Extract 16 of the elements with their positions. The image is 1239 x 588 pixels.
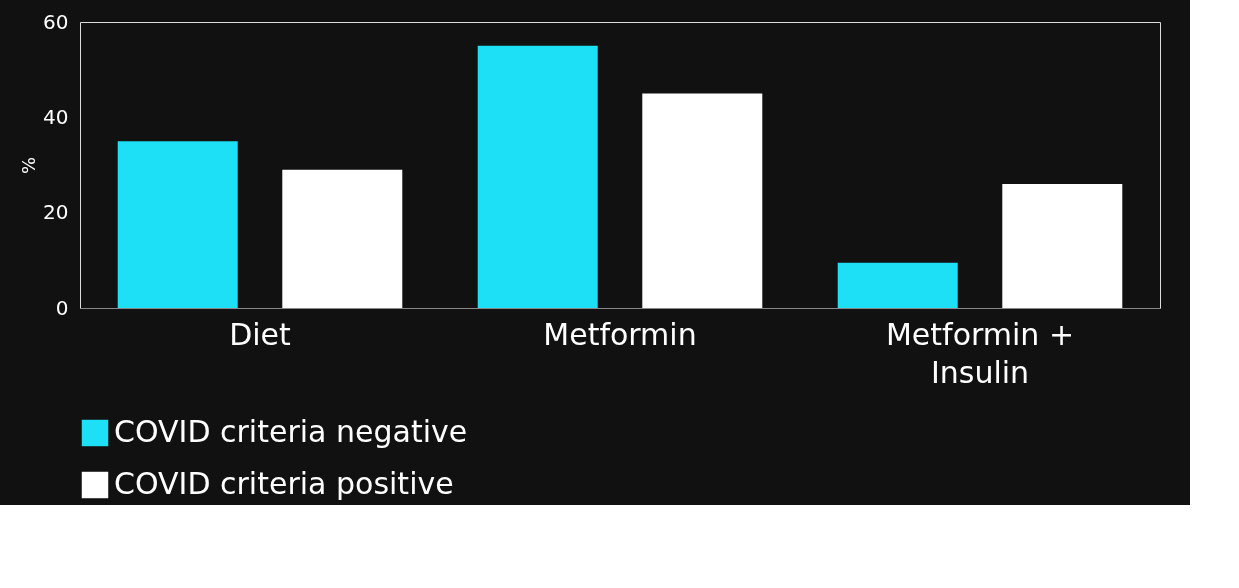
x-tick-label: Diet — [229, 316, 292, 352]
bar — [837, 262, 958, 308]
legend-label: COVID criteria positive — [114, 466, 454, 501]
bar — [642, 93, 763, 308]
x-tick-label: Metformin + Insulin — [885, 316, 1075, 390]
bar — [1002, 184, 1123, 308]
y-axis-title: % — [18, 156, 40, 175]
y-tick-label: 0 — [55, 295, 69, 320]
bar — [117, 141, 238, 308]
bar — [477, 45, 598, 308]
bar — [282, 169, 403, 308]
y-tick-label: 60 — [43, 9, 69, 34]
y-tick-label: 40 — [43, 104, 69, 129]
x-tick-label: Metformin — [543, 316, 697, 352]
legend-label: COVID criteria negative — [114, 414, 468, 449]
y-tick-label: 20 — [43, 200, 69, 225]
